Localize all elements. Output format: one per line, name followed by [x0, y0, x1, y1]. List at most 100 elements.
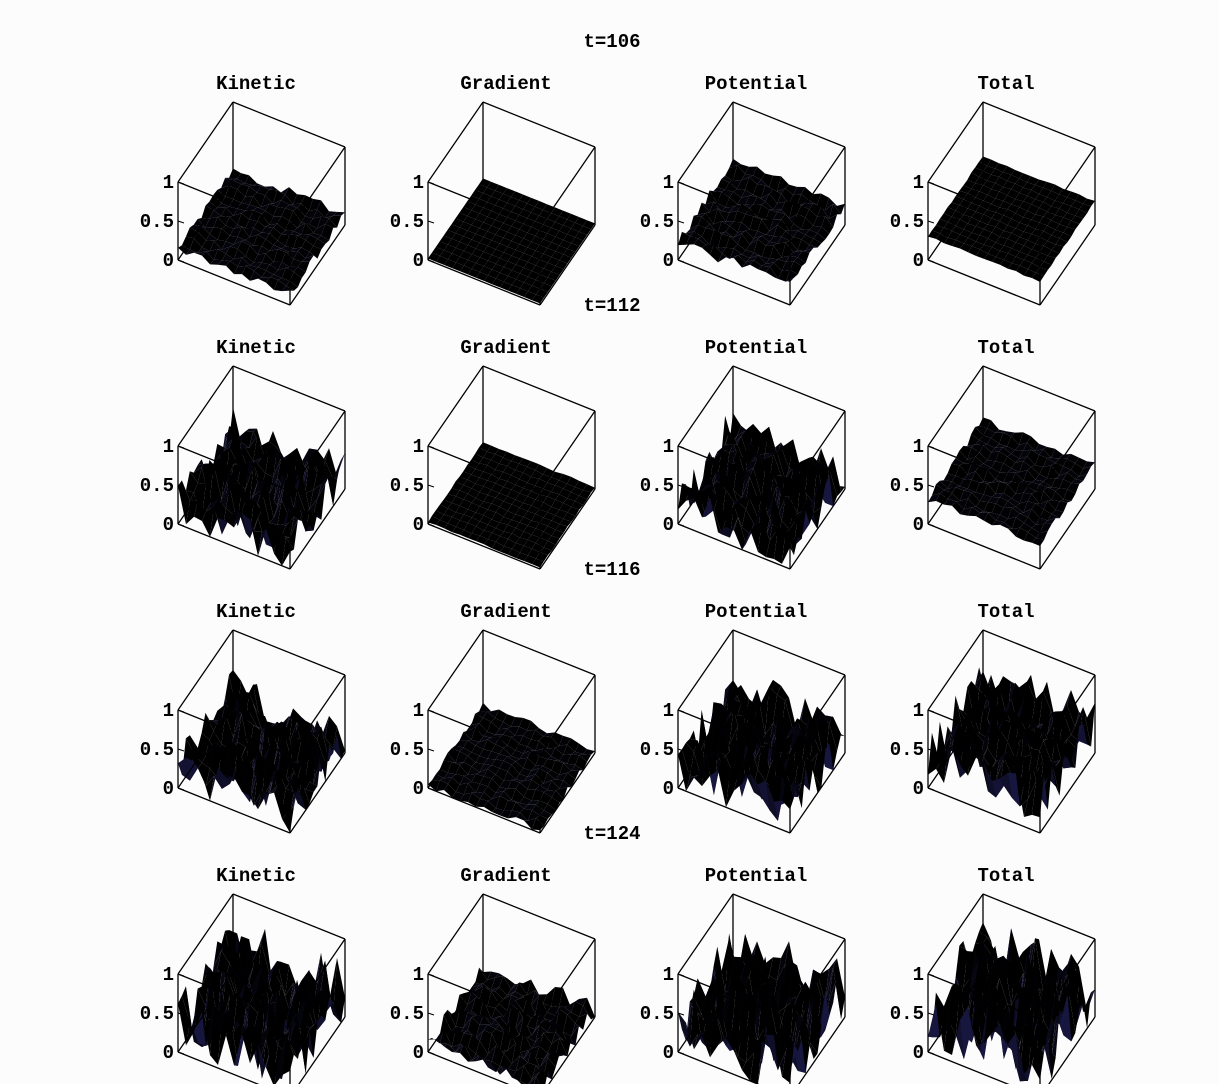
surface-patch [571, 751, 584, 756]
z-tick [927, 787, 935, 791]
surface-patch [685, 484, 698, 507]
surface-patch [785, 240, 798, 253]
surface-patch [282, 1035, 294, 1076]
surface-patch [745, 476, 758, 503]
box-edge [927, 707, 984, 789]
surface-patch [944, 747, 956, 784]
surface-patch [471, 773, 484, 784]
surface-patch [1015, 222, 1028, 232]
surface-patch [499, 237, 512, 247]
surface-patch [452, 262, 464, 272]
surface-patch [1023, 442, 1036, 451]
surface-patch [515, 996, 528, 1012]
surface-patch [793, 257, 806, 267]
surface-patch [1003, 180, 1016, 189]
surface-patch [309, 751, 322, 786]
surface-patch [547, 506, 560, 516]
surface-patch [325, 715, 337, 749]
surface-patch [753, 166, 765, 180]
surface-patch [1011, 450, 1024, 459]
surface-patch [277, 200, 290, 209]
surface-patch [789, 223, 802, 231]
surface-patch [987, 1006, 1000, 1032]
surface-patch [507, 726, 520, 736]
surface-patch [1051, 463, 1064, 476]
surface-patch [1059, 959, 1072, 1001]
z-tick [927, 445, 935, 449]
surface-patch [249, 431, 262, 448]
surface-patch [527, 534, 540, 543]
surface-patch [733, 244, 746, 255]
surface-patch [1079, 978, 1092, 1029]
surface-patch [289, 247, 302, 253]
surface-patch [511, 220, 524, 230]
surface-patch [519, 282, 532, 292]
surface-patch [491, 528, 504, 537]
surface-patch [1008, 772, 1020, 807]
surface-patch [742, 260, 754, 268]
surface-patch [535, 990, 547, 1004]
surface-patch [1027, 508, 1040, 525]
surface-patch [709, 221, 722, 234]
surface-patch [213, 249, 226, 261]
surface-patch [1019, 480, 1032, 487]
surface-patch [1071, 479, 1084, 484]
surface-patch [523, 757, 536, 771]
surface-patch [968, 745, 980, 776]
surface-patch [725, 476, 738, 504]
surface-patch [975, 425, 988, 436]
surface-patch [507, 1034, 520, 1053]
z-tick-label: 0.5 [640, 475, 674, 497]
surface-patch [257, 1028, 270, 1070]
surface-patch [479, 749, 492, 759]
surface-patch [773, 719, 786, 755]
surface-patch [547, 756, 560, 761]
surface-patch [773, 993, 786, 1022]
surface-patch [931, 225, 944, 234]
surface-patch [773, 495, 786, 521]
surface-patch [1011, 169, 1023, 179]
surface-patch [793, 250, 806, 253]
surface-patch [511, 470, 524, 480]
surface-patch [1063, 227, 1076, 237]
z-tick [427, 259, 435, 263]
surface-patch [495, 796, 508, 811]
surface-patch [479, 764, 492, 773]
surface-patch [515, 773, 528, 782]
surface-patch [527, 197, 539, 207]
z-tick [677, 181, 685, 185]
box-edge [927, 1051, 1010, 1084]
surface-patch [225, 177, 238, 181]
surface-patch [266, 277, 278, 291]
surface-patch [991, 447, 1004, 453]
z-tick-label: 0 [413, 778, 424, 800]
surface-patch [229, 168, 241, 179]
surface-patch [468, 268, 480, 278]
surface-patch [527, 548, 540, 559]
surface-patch [979, 994, 992, 1042]
surface-patch [1032, 272, 1044, 282]
surface-patch [1019, 449, 1032, 459]
surface-patch [495, 214, 508, 224]
surface-patch [801, 234, 814, 245]
surface-patch [757, 426, 770, 457]
surface-patch [781, 732, 794, 754]
surface-patch [555, 509, 568, 519]
surface-patch [225, 206, 238, 216]
surface-patch [1035, 500, 1048, 510]
surface-patch [1035, 237, 1048, 246]
surface-patch [217, 216, 230, 226]
surface-patch [484, 1059, 496, 1072]
surface-patch [527, 270, 540, 280]
surface-patch [1008, 1032, 1020, 1082]
surface-patch [579, 490, 592, 500]
surface-patch [583, 220, 595, 230]
surface-patch [963, 498, 976, 510]
surface-patch [1063, 197, 1076, 206]
surface-patch [801, 247, 814, 253]
surface-patch [729, 680, 742, 697]
surface-patch [1055, 458, 1068, 467]
surface-patch [289, 1017, 302, 1049]
surface-patch [186, 1022, 198, 1046]
surface-patch [242, 513, 254, 534]
